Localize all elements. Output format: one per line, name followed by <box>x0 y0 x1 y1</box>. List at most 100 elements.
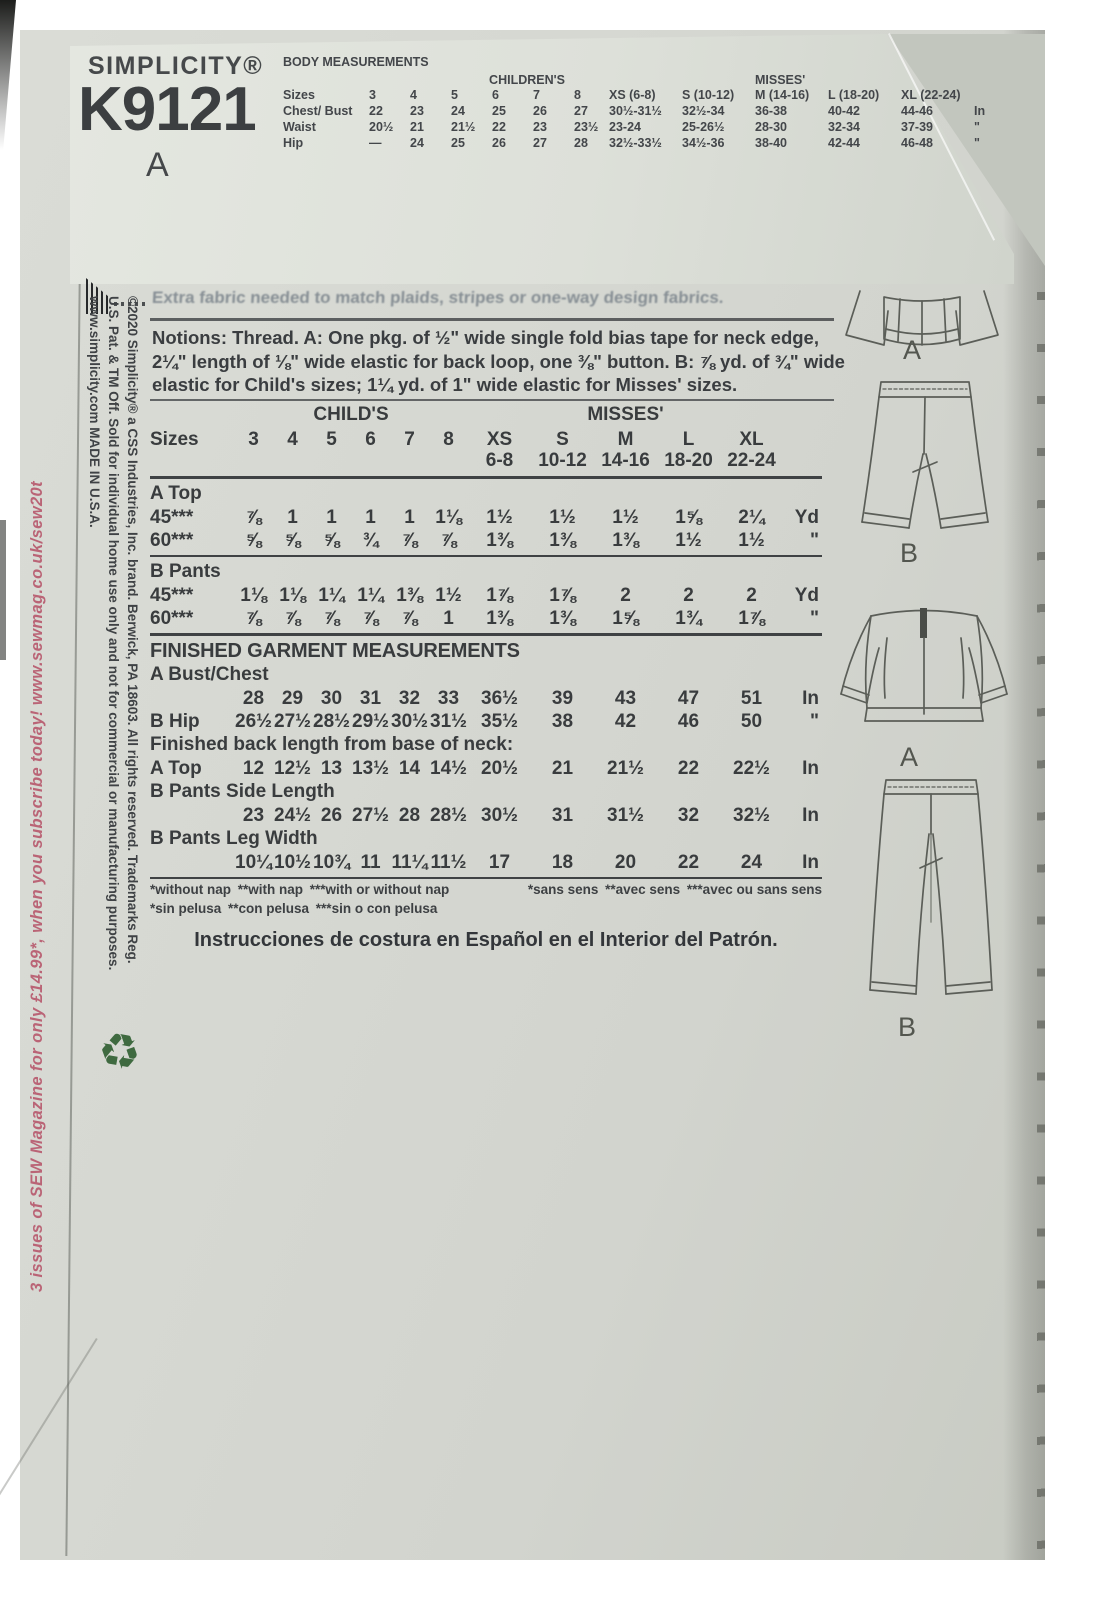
yardage-table: CHILD'S MISSES' Sizes 3 4 5 6 7 8 XS S M L XL 6-8 10-… <box>150 404 822 952</box>
envelope-paper <box>20 30 1045 1560</box>
table-cell: 30½ <box>481 804 518 826</box>
table-cell: 26 <box>533 104 547 118</box>
table-cell: 28 <box>398 804 421 826</box>
table-cell: Yd <box>794 585 819 606</box>
table-cell: In <box>802 687 819 709</box>
table-cell: 43 <box>614 687 637 709</box>
table-cell: ⅞ <box>362 608 379 629</box>
footnote-spanish: *sin pelusa **con pelusa ***sin o con pe… <box>150 901 438 916</box>
table-cell: 37-39 <box>901 120 933 134</box>
yardage-row: 60*** ⅝ ⅝ ⅝ ¾ ⅞ ⅞ 1⅜ 1⅜ 1⅜ 1½ 1½ " <box>150 529 822 552</box>
table-cell: " <box>974 136 980 150</box>
table-cell: 1⅝ <box>612 608 639 629</box>
table-cell: 22-24 <box>727 450 776 471</box>
right-fold-shading <box>1003 30 1045 1560</box>
table-cell: 1½ <box>549 506 576 528</box>
table-cell: 1¾ <box>675 608 702 629</box>
footnote-english: *without nap **with nap ***with or witho… <box>150 882 450 897</box>
table-cell: 24 <box>410 136 424 150</box>
table-cell: 42 <box>614 710 637 732</box>
table-cell: 2 <box>683 585 694 606</box>
table-cell: " <box>809 529 819 551</box>
table-cell: 28-30 <box>755 120 787 134</box>
copyright-line: U.S. Pat. & TM Off. Sold for individual … <box>106 296 121 971</box>
yardage-row: A Top 12 12½ 13 13½ 14 14½ 20½ 21 21½ 22 22½ In <box>150 757 822 780</box>
table-cell: 13 <box>320 757 343 779</box>
body-measurements-rows: Sizes 3 4 5 6 7 8 XS (6-8) S (10-12) M (14-16) L (… <box>283 88 1043 152</box>
table-cell: 5 <box>326 429 337 450</box>
table-cell: 32½-33½ <box>609 136 662 150</box>
table-cell: ⅞ <box>401 529 418 551</box>
table-cell: 27 <box>574 104 588 118</box>
table-cell: Sizes <box>150 429 199 450</box>
table-cell: 1 <box>287 506 298 528</box>
table-rule <box>150 554 822 557</box>
table-cell <box>150 451 234 473</box>
table-rule <box>150 633 822 636</box>
table-cell: A Top <box>150 757 202 779</box>
table-cell: 17 <box>488 851 511 873</box>
table-cell: 1⅜ <box>549 529 576 551</box>
table-section-label: B Pants Leg Width <box>150 827 318 849</box>
table-cell: ⅞ <box>245 608 262 629</box>
yardage-row: 45*** ⅞ 1 1 1 1 1⅛ 1½ 1½ 1½ 1⅝ 2¼ Yd <box>150 506 822 529</box>
table-section-label: B Pants Side Length <box>150 780 335 802</box>
table-cell: 3 <box>248 429 259 450</box>
table-cell <box>351 451 390 473</box>
copyright-line: ©2020 Simplicity® a CSS Industries, Inc.… <box>125 296 140 964</box>
table-cell: ⅞ <box>401 608 418 629</box>
childrens-header: CHILDREN'S <box>489 73 565 87</box>
table-cell: 1½ <box>675 529 702 551</box>
table-cell: ⅞ <box>440 529 457 551</box>
table-section-label: A Bust/Chest <box>150 663 269 685</box>
dotted-mark <box>114 302 148 306</box>
body-measurements-row: Hip — 24 25 26 27 28 32½-33½ 34½-36 38-40 42-44 46-… <box>283 136 1043 152</box>
table-cell: 10¾ <box>313 851 350 873</box>
table-cell: 25 <box>492 104 506 118</box>
table-cell: 23 <box>242 804 265 826</box>
photo-corner-shadow <box>0 0 16 150</box>
table-cell: 1 <box>326 506 337 528</box>
table-cell: 45*** <box>150 585 194 606</box>
table-cell: 20½ <box>481 757 518 779</box>
view-letter: A <box>146 146 169 184</box>
table-cell: 1⅜ <box>486 529 513 551</box>
illustration-top-back-a <box>833 596 1015 746</box>
table-cell: S <box>556 429 569 450</box>
table-cell: 10½ <box>274 851 311 873</box>
yardage-row: 10¼ 10½ 10¾ 11 11¼ 11½ 17 18 20 22 24 In <box>150 851 822 874</box>
table-cell: 1⅞ <box>549 585 576 606</box>
table-cell: Yd <box>794 506 819 528</box>
table-cell: 12 <box>242 757 265 779</box>
table-section-label: A Top <box>150 482 202 504</box>
table-cell: 28½ <box>430 804 467 826</box>
table-cell: 1⅜ <box>612 529 639 551</box>
table-cell: 26½ <box>235 710 272 732</box>
table-cell: 1⅛ <box>240 585 267 606</box>
table-cell: 45*** <box>150 506 194 528</box>
copyright-line: www.simplicity.com MADE IN U.S.A. <box>87 296 102 528</box>
table-cell: ¾ <box>362 529 379 551</box>
table-cell: 11¼ <box>391 851 428 873</box>
table-cell: 1⅜ <box>486 608 513 629</box>
yardage-row: 23 24½ 26 27½ 28 28½ 30½ 31 31½ 32 32½ In <box>150 804 822 827</box>
table-cell: 40-42 <box>828 104 860 118</box>
table-cell: 38-40 <box>755 136 787 150</box>
table-cell: 34½-36 <box>682 136 725 150</box>
table-cell: In <box>974 104 986 118</box>
garment-label-a: A <box>900 742 919 772</box>
table-cell: 6-8 <box>485 450 514 471</box>
yardage-row: Sizes 3 4 5 6 7 8 XS S M L XL <box>150 428 822 451</box>
left-edge-shadow <box>0 520 6 660</box>
table-cell: 1⅞ <box>738 608 765 629</box>
yardage-row: 6-8 10-12 14-16 18-20 22-24 <box>150 451 822 473</box>
table-cell: 47 <box>677 687 700 709</box>
table-cell: 8 <box>574 88 581 102</box>
table-cell: XL (22-24) <box>901 88 961 102</box>
yardage-row: 45*** 1⅛ 1⅛ 1¼ 1¼ 1⅜ 1½ 1⅞ 1⅞ 2 2 2 Yd <box>150 584 822 607</box>
table-cell: Sizes <box>283 88 315 102</box>
table-cell: XS (6-8) <box>609 88 656 102</box>
table-cell: 24 <box>740 851 763 873</box>
table-cell: 1⅛ <box>435 506 462 528</box>
